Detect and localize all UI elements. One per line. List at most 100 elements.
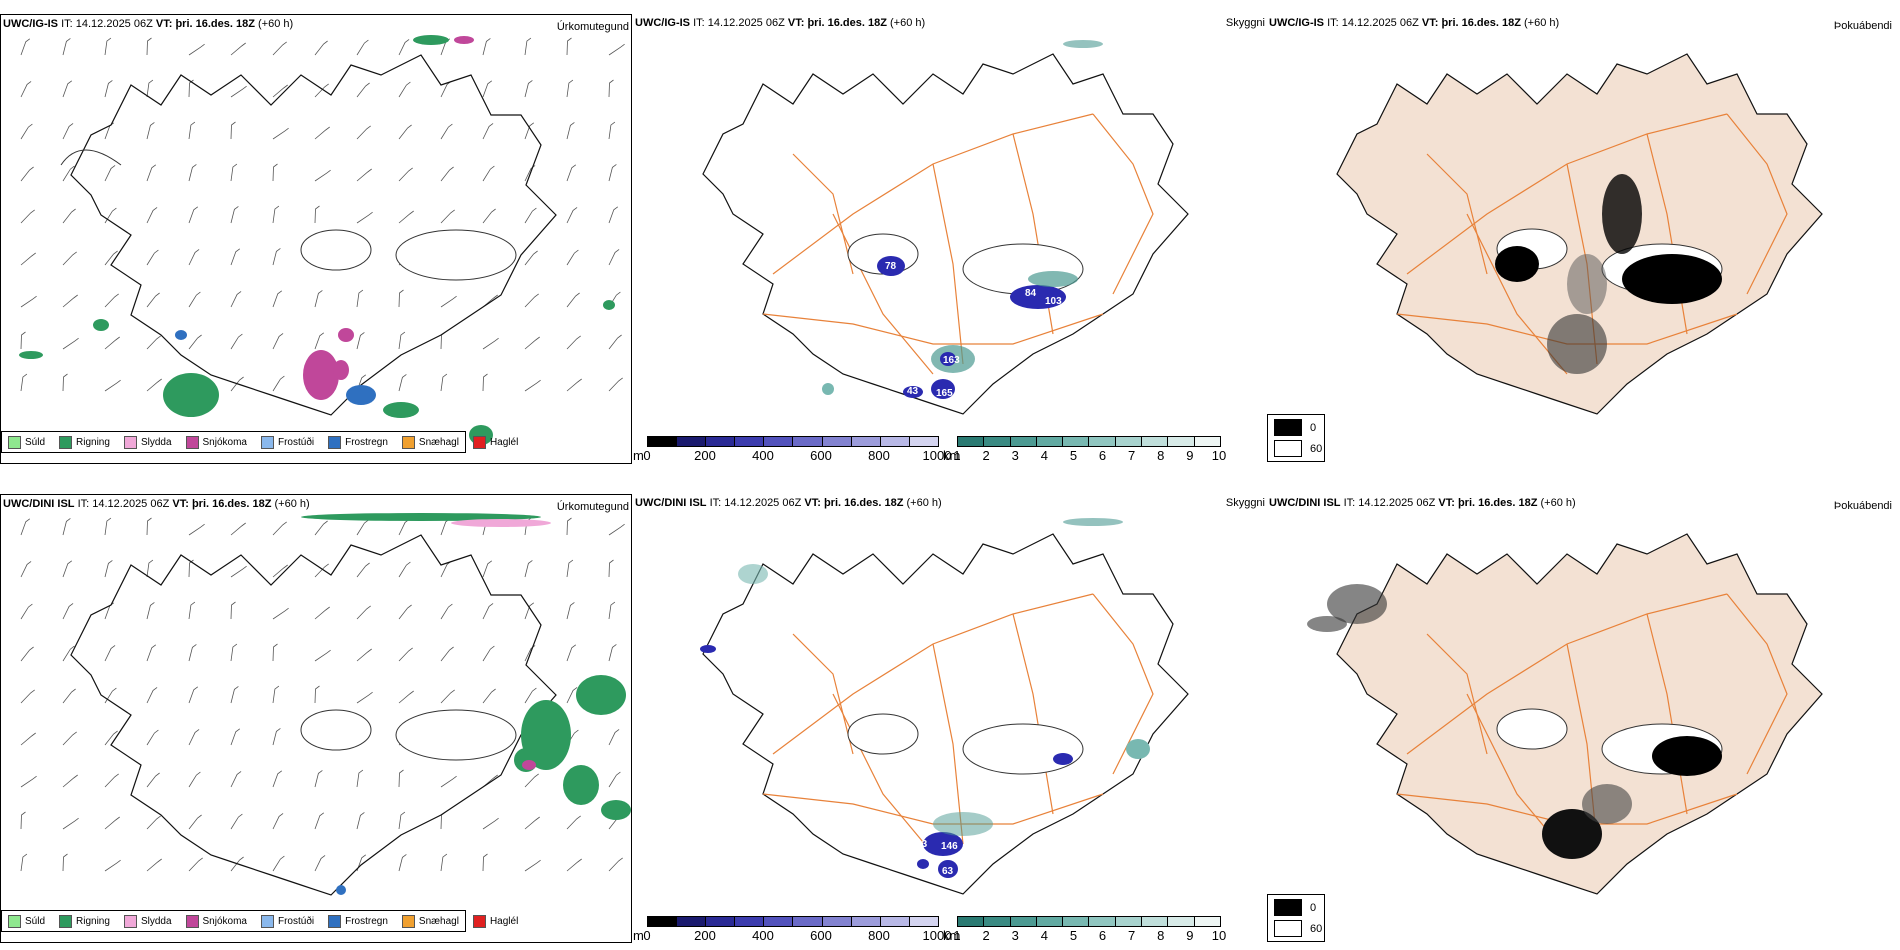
wind-barb xyxy=(482,817,499,830)
wind-barb xyxy=(440,853,448,872)
legend-item: Frostúði xyxy=(260,435,314,449)
wind-barb xyxy=(356,648,372,662)
wind-barb xyxy=(398,124,412,140)
colorbar-tick: 600 xyxy=(810,448,832,463)
wind-barb xyxy=(20,775,37,788)
wind-barb xyxy=(566,378,582,392)
wind-barb xyxy=(20,732,36,746)
wind-barb xyxy=(566,122,575,140)
wind-barb xyxy=(188,644,197,662)
visibility-label: 146 xyxy=(941,841,958,852)
precip-type-map xyxy=(19,35,625,445)
wind-barb xyxy=(230,856,244,872)
colorbar-tick: 3 xyxy=(1011,928,1019,943)
wind-barb xyxy=(188,249,200,266)
wind-barb xyxy=(356,289,364,308)
wind-barb xyxy=(104,336,120,350)
road xyxy=(1092,593,1154,775)
wind-barb xyxy=(566,858,582,872)
wind-barb xyxy=(524,207,537,224)
colorbar-tick: 8 xyxy=(1157,928,1165,943)
colorbar-tick: 200 xyxy=(694,928,716,943)
legend-item: Haglél xyxy=(472,914,518,928)
fog-legend: 0 60 xyxy=(1267,894,1325,942)
wind-barb xyxy=(230,686,239,704)
wind-barb xyxy=(482,373,488,392)
wind-barb xyxy=(272,855,285,872)
colorbar-tick: 1000 xyxy=(922,928,952,943)
wind-barb xyxy=(566,517,572,536)
wind-barb xyxy=(188,771,201,788)
wind-barb xyxy=(104,293,119,308)
wind-barb xyxy=(314,770,323,788)
wind-barb xyxy=(272,333,284,350)
road xyxy=(932,643,964,845)
colorbar-tick: 6 xyxy=(1098,928,1107,943)
panel-bot-left: UWC/DINI ISL IT: 14.12.2025 06Z VT: þri.… xyxy=(0,494,632,943)
wind-barb xyxy=(314,290,323,308)
wind-barb xyxy=(440,166,454,182)
colorbar-tick: 1 xyxy=(953,448,961,463)
wind-barb xyxy=(398,210,414,224)
wind-barb xyxy=(608,334,622,350)
wind-barb xyxy=(524,602,535,620)
wind-barb xyxy=(20,166,34,182)
wind-barb xyxy=(20,646,34,662)
colorbar-tick: 6 xyxy=(1098,448,1107,463)
road xyxy=(1092,113,1154,295)
wind-barb xyxy=(314,685,320,704)
wind-barb xyxy=(398,690,414,704)
colorbar-tick: 8 xyxy=(1157,448,1165,463)
visibility-label: 113 xyxy=(911,839,928,850)
wind-barb xyxy=(230,813,243,830)
wind-barb xyxy=(440,518,451,536)
panel-type-label: Úrkomutegund xyxy=(556,21,629,33)
wind-barb xyxy=(20,373,28,392)
wind-barb xyxy=(566,37,572,56)
wind-barb xyxy=(608,121,616,140)
wind-barb xyxy=(146,815,161,830)
wind-barb xyxy=(20,209,35,224)
wind-barb xyxy=(482,165,495,182)
wind-barb xyxy=(230,771,242,788)
wind-barb xyxy=(608,79,614,98)
wind-barb xyxy=(524,122,535,140)
visibility-value-labels: 113 146 63 xyxy=(911,839,958,877)
wind-barb xyxy=(188,206,199,224)
wind-barb xyxy=(356,562,370,578)
panel-type-label: Þokuábendi xyxy=(1833,20,1892,32)
wind-barb xyxy=(524,293,539,308)
visibility-areas xyxy=(700,518,1150,878)
wind-barb xyxy=(482,603,494,620)
wind-barb xyxy=(230,565,247,578)
wind-barb xyxy=(398,854,407,872)
wind-barb xyxy=(440,603,453,620)
road-network xyxy=(1396,113,1788,375)
panel-type-label: Úrkomutegund xyxy=(556,501,629,513)
wind-barb xyxy=(62,645,75,662)
wind-barb xyxy=(524,560,533,578)
panel-top-mid: UWC/IG-IS IT: 14.12.2025 06Z VT: þri. 16… xyxy=(633,14,1267,464)
wind-barb xyxy=(104,517,112,536)
wind-barb xyxy=(356,39,369,56)
fog-index-map xyxy=(1307,533,1823,895)
panel-title: UWC/IG-IS IT: 14.12.2025 06Z VT: þri. 16… xyxy=(1269,17,1560,29)
colorbar-tick: 5 xyxy=(1069,928,1078,943)
wind-barb xyxy=(314,649,331,662)
wind-barb xyxy=(104,816,120,830)
wind-barb xyxy=(146,559,154,578)
wind-barb xyxy=(608,601,616,620)
wind-barb xyxy=(398,331,406,350)
wind-barb xyxy=(482,123,494,140)
colorbar-tick: 600 xyxy=(810,928,832,943)
wind-barb xyxy=(104,730,118,746)
wind-barb xyxy=(314,83,329,98)
wind-barb xyxy=(398,167,413,182)
wind-barb xyxy=(104,250,118,266)
wind-barb xyxy=(566,815,581,830)
wind-barb xyxy=(62,731,77,746)
wind-barb xyxy=(188,559,194,578)
wind-barb xyxy=(272,813,284,830)
panel-title: UWC/IG-IS IT: 14.12.2025 06Z VT: þri. 16… xyxy=(635,17,926,29)
wind-barb xyxy=(524,37,532,56)
